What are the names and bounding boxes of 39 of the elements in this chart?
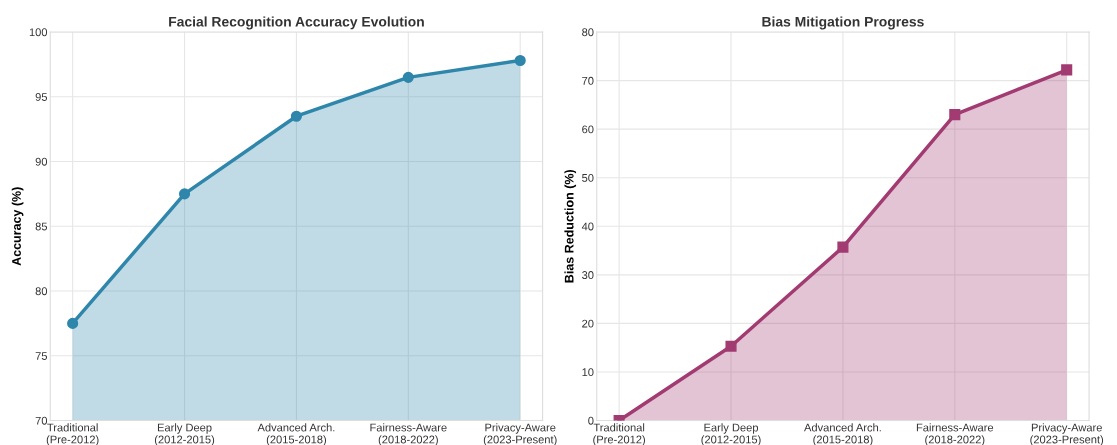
y-axis-title: Bias Reduction (%) [564, 169, 577, 283]
point [178, 188, 191, 200]
y-tick-label: 95 [35, 93, 48, 101]
y-tick-label: 70 [35, 416, 48, 425]
x-tick-label: Privacy-Aware (2023-Present) [1030, 423, 1104, 445]
y-tick-label: 85 [35, 222, 48, 231]
x-tick-label: Fairness-Aware (2018-2022) [370, 423, 447, 445]
point [67, 317, 79, 329]
y-tick-label: 0 [588, 416, 594, 425]
point [290, 110, 302, 122]
y-tick-label: 40 [581, 222, 594, 231]
x-tick-label: Privacy-Aware (2023-Present) [483, 423, 557, 445]
chart-title: Facial Recognition Accuracy Evolution [169, 16, 424, 30]
x-tick-label: Fairness-Aware (2018-2022) [916, 423, 994, 445]
point [402, 71, 414, 83]
point [1061, 64, 1073, 76]
x-tick-label: Advanced Arch. (2015-2018) [257, 423, 335, 445]
y-tick-label: 50 [582, 173, 594, 182]
y-tick-label: 90 [35, 157, 48, 166]
y-tick-label: 80 [582, 28, 594, 37]
point [725, 340, 737, 352]
y-tick-label: 10 [582, 368, 594, 377]
chart-title: Bias Mitigation Progress [762, 16, 924, 30]
x-tick-label: Traditional (Pre-2012) [46, 423, 99, 445]
y-tick-label: 30 [582, 271, 594, 279]
y-tick-label: 60 [582, 125, 594, 134]
y-tick-label: 20 [582, 319, 594, 328]
y-axis-title: Accuracy (%) [11, 187, 24, 266]
point [514, 54, 526, 67]
x-tick-label: Advanced Arch. (2015-2018) [804, 423, 881, 445]
y-tick-label: 75 [35, 352, 48, 360]
y-tick-label: 70 [582, 76, 594, 85]
x-tick-label: Traditional (Pre-2012) [593, 423, 645, 445]
point [837, 241, 849, 253]
x-tick-label: Early Deep (2012-2015) [154, 423, 215, 445]
y-tick-label: 100 [29, 28, 48, 37]
x-tick-label: Early Deep (2012-2015) [701, 423, 761, 445]
y-tick-label: 80 [35, 287, 48, 296]
point [949, 109, 961, 121]
